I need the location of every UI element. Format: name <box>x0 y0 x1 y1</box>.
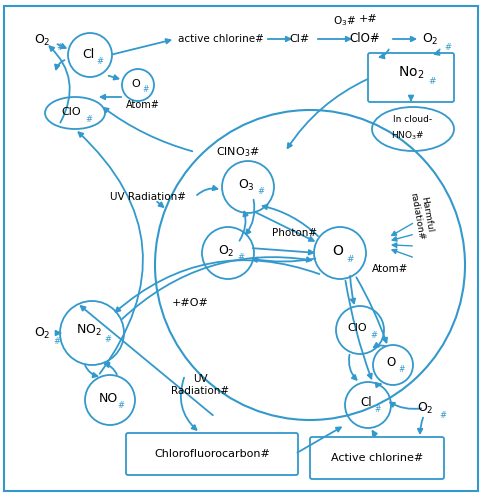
Text: O: O <box>132 79 140 89</box>
FancyBboxPatch shape <box>310 437 444 479</box>
Text: ClO: ClO <box>347 323 367 333</box>
Text: O$_2$: O$_2$ <box>417 400 433 415</box>
Text: #: # <box>96 56 104 65</box>
Text: #: # <box>346 254 354 263</box>
Text: Cl: Cl <box>82 48 94 60</box>
Text: ClO: ClO <box>61 107 81 117</box>
Text: Harmful
radiation#: Harmful radiation# <box>408 190 436 241</box>
Text: #: # <box>440 411 446 420</box>
Text: Atom#: Atom# <box>126 100 160 110</box>
Text: #: # <box>428 78 436 87</box>
Text: #: # <box>371 332 377 341</box>
Text: O$_2$: O$_2$ <box>34 325 50 341</box>
Text: O$_2$: O$_2$ <box>422 32 438 47</box>
Text: +#O#: +#O# <box>172 298 208 308</box>
Text: ClNO$_3$#: ClNO$_3$# <box>216 145 260 159</box>
Text: #: # <box>399 365 405 375</box>
Text: active chlorine#: active chlorine# <box>178 34 264 44</box>
Text: HNO$_3$#: HNO$_3$# <box>391 130 425 142</box>
FancyBboxPatch shape <box>126 433 298 475</box>
Text: Photon#: Photon# <box>272 228 318 238</box>
Text: #: # <box>105 335 111 344</box>
FancyBboxPatch shape <box>368 53 454 102</box>
Text: Active chlorine#: Active chlorine# <box>331 453 423 463</box>
Text: O$_2$: O$_2$ <box>34 33 50 48</box>
Text: #: # <box>85 114 93 123</box>
Text: In cloud-: In cloud- <box>393 114 432 123</box>
Text: UV Radiation#: UV Radiation# <box>110 192 186 202</box>
Text: Chlorofluorocarbon#: Chlorofluorocarbon# <box>154 449 270 459</box>
Text: O: O <box>333 244 344 258</box>
Text: O: O <box>387 356 396 369</box>
Text: Cl#: Cl# <box>290 34 310 44</box>
Text: Atom#: Atom# <box>372 264 408 274</box>
Text: #: # <box>143 86 149 95</box>
Text: #: # <box>118 401 124 410</box>
Text: No$_2$: No$_2$ <box>398 65 424 81</box>
Text: #: # <box>444 43 452 51</box>
Text: O$_2$: O$_2$ <box>218 244 234 258</box>
Text: #: # <box>238 253 244 262</box>
Text: NO: NO <box>98 392 118 404</box>
Text: #: # <box>375 405 381 414</box>
Text: O$_3$: O$_3$ <box>238 177 254 193</box>
Text: #: # <box>56 43 64 51</box>
Text: O$_3$#: O$_3$# <box>334 14 357 28</box>
Text: NO$_2$: NO$_2$ <box>76 322 102 338</box>
Text: #: # <box>54 337 61 346</box>
Text: UV
Radiation#: UV Radiation# <box>171 374 229 396</box>
Text: Cl: Cl <box>360 396 372 409</box>
FancyBboxPatch shape <box>4 6 478 491</box>
Text: #: # <box>257 188 265 197</box>
Text: +#: +# <box>359 14 377 24</box>
Text: ClO#: ClO# <box>349 33 380 46</box>
